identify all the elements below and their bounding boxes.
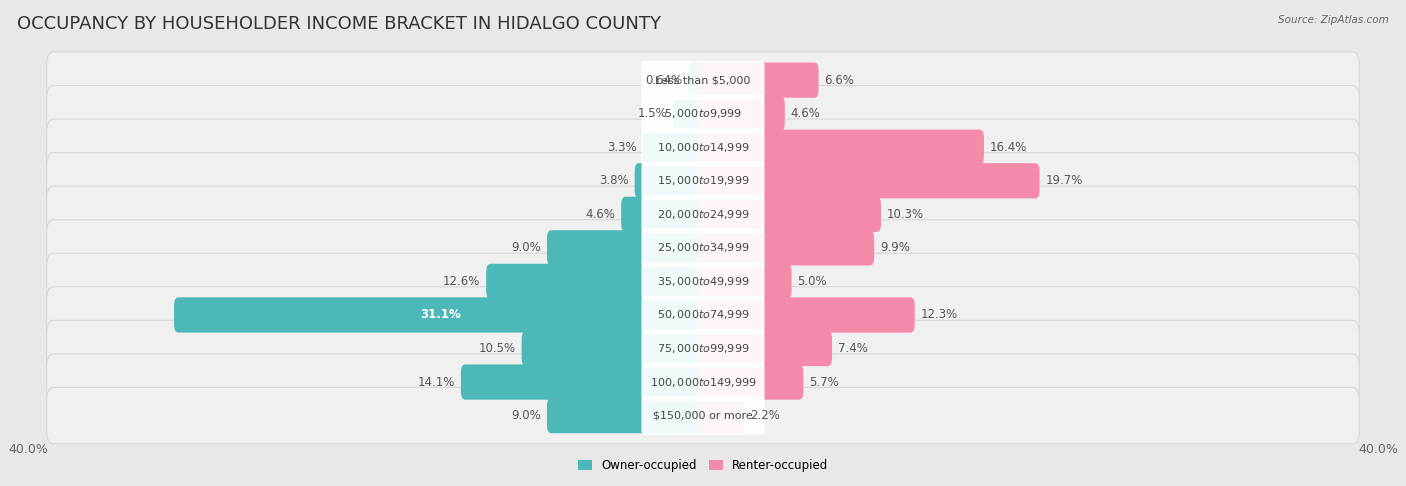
FancyBboxPatch shape	[46, 220, 1360, 276]
FancyBboxPatch shape	[621, 197, 707, 232]
Text: 9.0%: 9.0%	[512, 242, 541, 254]
Text: 6.6%: 6.6%	[824, 73, 855, 87]
Text: 9.9%: 9.9%	[880, 242, 910, 254]
Text: 16.4%: 16.4%	[990, 141, 1028, 154]
Text: 12.3%: 12.3%	[921, 309, 957, 321]
Text: 3.8%: 3.8%	[599, 174, 628, 187]
Text: Source: ZipAtlas.com: Source: ZipAtlas.com	[1278, 15, 1389, 25]
Text: 1.5%: 1.5%	[638, 107, 668, 120]
Legend: Owner-occupied, Renter-occupied: Owner-occupied, Renter-occupied	[572, 454, 834, 477]
FancyBboxPatch shape	[641, 161, 765, 200]
Text: 19.7%: 19.7%	[1046, 174, 1083, 187]
Text: $100,000 to $149,999: $100,000 to $149,999	[650, 376, 756, 388]
Text: 14.1%: 14.1%	[418, 376, 456, 388]
FancyBboxPatch shape	[46, 287, 1360, 343]
Text: 3.3%: 3.3%	[607, 141, 637, 154]
FancyBboxPatch shape	[46, 52, 1360, 108]
Text: Less than $5,000: Less than $5,000	[655, 75, 751, 85]
Text: 31.1%: 31.1%	[420, 309, 461, 321]
FancyBboxPatch shape	[699, 230, 875, 265]
FancyBboxPatch shape	[641, 363, 765, 401]
FancyBboxPatch shape	[699, 197, 882, 232]
FancyBboxPatch shape	[699, 96, 785, 131]
FancyBboxPatch shape	[699, 398, 744, 433]
Text: OCCUPANCY BY HOUSEHOLDER INCOME BRACKET IN HIDALGO COUNTY: OCCUPANCY BY HOUSEHOLDER INCOME BRACKET …	[17, 15, 661, 33]
Text: $5,000 to $9,999: $5,000 to $9,999	[664, 107, 742, 120]
FancyBboxPatch shape	[699, 130, 984, 165]
FancyBboxPatch shape	[547, 230, 707, 265]
Text: 10.5%: 10.5%	[478, 342, 516, 355]
FancyBboxPatch shape	[641, 262, 765, 301]
FancyBboxPatch shape	[461, 364, 707, 399]
FancyBboxPatch shape	[486, 264, 707, 299]
FancyBboxPatch shape	[46, 186, 1360, 243]
FancyBboxPatch shape	[46, 86, 1360, 142]
Text: 5.0%: 5.0%	[797, 275, 827, 288]
Text: $50,000 to $74,999: $50,000 to $74,999	[657, 309, 749, 321]
FancyBboxPatch shape	[547, 398, 707, 433]
Text: $25,000 to $34,999: $25,000 to $34,999	[657, 242, 749, 254]
FancyBboxPatch shape	[673, 96, 707, 131]
FancyBboxPatch shape	[699, 364, 803, 399]
FancyBboxPatch shape	[641, 195, 765, 234]
FancyBboxPatch shape	[174, 297, 707, 332]
Text: 0.64%: 0.64%	[645, 73, 682, 87]
FancyBboxPatch shape	[699, 264, 792, 299]
FancyBboxPatch shape	[634, 163, 707, 198]
FancyBboxPatch shape	[641, 329, 765, 368]
FancyBboxPatch shape	[641, 61, 765, 100]
FancyBboxPatch shape	[699, 297, 915, 332]
FancyBboxPatch shape	[522, 331, 707, 366]
FancyBboxPatch shape	[641, 228, 765, 267]
Text: 9.0%: 9.0%	[512, 409, 541, 422]
Text: $75,000 to $99,999: $75,000 to $99,999	[657, 342, 749, 355]
FancyBboxPatch shape	[46, 387, 1360, 444]
Text: 2.2%: 2.2%	[751, 409, 780, 422]
Text: $35,000 to $49,999: $35,000 to $49,999	[657, 275, 749, 288]
FancyBboxPatch shape	[641, 94, 765, 133]
Text: $10,000 to $14,999: $10,000 to $14,999	[657, 141, 749, 154]
FancyBboxPatch shape	[46, 153, 1360, 209]
Text: 7.4%: 7.4%	[838, 342, 868, 355]
FancyBboxPatch shape	[699, 163, 1039, 198]
Text: 4.6%: 4.6%	[790, 107, 821, 120]
Text: $150,000 or more: $150,000 or more	[654, 411, 752, 420]
FancyBboxPatch shape	[46, 320, 1360, 377]
FancyBboxPatch shape	[46, 253, 1360, 310]
FancyBboxPatch shape	[641, 396, 765, 435]
FancyBboxPatch shape	[643, 130, 707, 165]
Text: 10.3%: 10.3%	[887, 208, 924, 221]
FancyBboxPatch shape	[699, 63, 818, 98]
FancyBboxPatch shape	[699, 331, 832, 366]
Text: $15,000 to $19,999: $15,000 to $19,999	[657, 174, 749, 187]
FancyBboxPatch shape	[688, 63, 707, 98]
FancyBboxPatch shape	[46, 354, 1360, 410]
FancyBboxPatch shape	[641, 128, 765, 167]
Text: 5.7%: 5.7%	[810, 376, 839, 388]
FancyBboxPatch shape	[46, 119, 1360, 175]
Text: 12.6%: 12.6%	[443, 275, 481, 288]
Text: 4.6%: 4.6%	[585, 208, 616, 221]
Text: $20,000 to $24,999: $20,000 to $24,999	[657, 208, 749, 221]
FancyBboxPatch shape	[641, 295, 765, 334]
